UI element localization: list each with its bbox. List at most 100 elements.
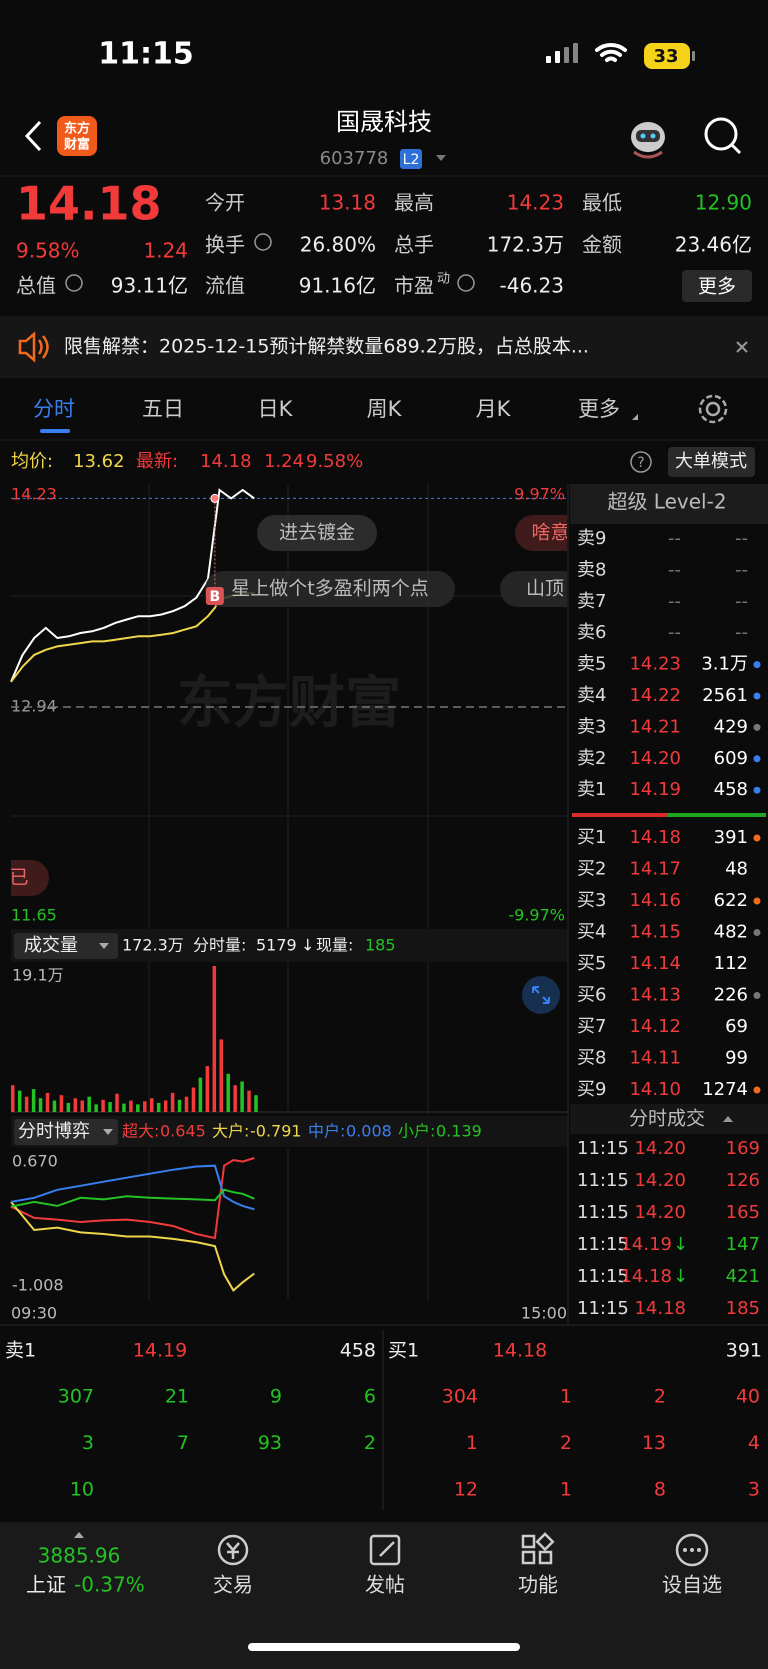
stat-value: 26.80% [300,233,376,257]
book-dot [753,723,761,731]
y-tick-label: 14.23 [11,485,57,504]
game-selector[interactable] [14,1119,118,1145]
volume-dropdown[interactable] [99,943,109,949]
help-icon-ring[interactable] [630,451,652,473]
current-volume: 185 [365,936,396,955]
tab: 日K [258,397,294,421]
signal-icon [546,43,578,63]
legend-value: -0.791 [250,1122,302,1141]
volume-bar [101,1099,105,1112]
book-label: 买1 [577,827,606,848]
home-indicator [248,1643,520,1651]
volume-bar [233,1085,237,1112]
watchlist-icon[interactable] [675,1533,709,1567]
volume-selector[interactable] [14,933,118,959]
y-tick-label: 0.670 [12,1152,58,1171]
y-tick-label: -1.008 [12,1276,64,1295]
close-notice[interactable] [736,341,748,353]
robot-icon[interactable] [631,122,665,159]
search-icon[interactable] [704,117,742,155]
book-label: 卖8 [577,559,606,580]
settings-icon[interactable] [698,394,728,424]
back-button[interactable] [24,120,42,152]
queue-order: 12 [454,1479,478,1501]
tab: 周K [367,397,403,421]
book-label: 买2 [577,859,606,880]
notice-text: 限售解禁：2025-12-15预计解禁数量689.2万股，占总股本... [64,336,589,358]
last-value: 14.18 [200,451,252,472]
stat-value: 14.23 [507,191,564,215]
queue-price: 14.19 [133,1340,187,1362]
stat-value: 93.11亿 [111,274,188,298]
book-volume: 391 [714,827,748,848]
stat-value: 91.16亿 [299,274,376,298]
ask-bid-divider-green [668,813,766,817]
expand-icon[interactable] [522,976,560,1014]
index-change: -0.37% [74,1573,145,1597]
queue-order: 1 [560,1479,572,1501]
book-volume: 2561 [702,685,748,706]
index-toggle[interactable] [74,1532,84,1538]
book-volume: 1274 [702,1079,748,1100]
volume-bar [129,1100,133,1112]
ask-bid-divider-red [572,813,668,817]
book-volume: 609 [714,748,748,769]
volume-bar [11,1085,15,1112]
book-label: 买8 [577,1048,606,1069]
volume-bar [226,1073,230,1112]
volume-bar [31,1089,36,1112]
battery-icon [644,43,690,69]
volume-bar [80,1100,84,1112]
minute-volume-label: 分时量: [193,936,246,955]
book-dot [753,661,761,669]
book-label: 卖9 [577,528,606,549]
book-volume: 622 [714,890,748,911]
game-dropdown[interactable] [103,1129,113,1135]
trade-time: 11:15 [577,1202,629,1223]
stat-label: 流值 [205,274,245,298]
trade-icon[interactable] [217,1534,249,1566]
book-dot [753,786,761,794]
tab: 五日 [142,397,184,421]
info-icons[interactable] [65,233,475,292]
trade-time: 11:15 [577,1298,629,1319]
last-change-pct: 9.58% [306,451,363,472]
trades-title: 分时成交 [629,1108,705,1130]
mode-button-label: 大单模式 [675,451,747,472]
volume-bar [254,1095,258,1112]
mode-button[interactable] [668,447,755,477]
book-volume: 429 [714,716,748,737]
book-volume: 99 [725,1048,748,1069]
tab: 分时 [33,397,75,421]
more-button-label: 更多 [698,276,736,298]
book-volume: 3.1万 [701,654,748,675]
function-icon[interactable] [521,1532,555,1565]
volume-bar [122,1103,126,1112]
nav-item: 设自选 [662,1573,722,1597]
queue-label: 买1 [388,1340,419,1362]
book-price: 14.15 [629,922,681,943]
x-tick-label: 15:00 [521,1304,567,1323]
index-value: 3885.96 [38,1544,121,1568]
post-icon[interactable] [369,1534,401,1566]
last-price: 14.18 [16,177,162,231]
series-line [10,1157,255,1240]
level-badge-text: L2 [403,152,420,168]
book-price: 14.14 [629,953,681,974]
trade-time: 11:15 [577,1138,629,1159]
queue-order: 3 [82,1432,94,1454]
queue-order: 10 [70,1479,94,1501]
more-button[interactable] [682,270,752,302]
book-label: 买7 [577,1016,606,1037]
battery-tip [692,51,695,61]
legend-name: 中户: [308,1122,345,1141]
trades-toggle[interactable] [723,1116,733,1122]
trades-header [570,1104,768,1134]
queue-order: 7 [177,1432,189,1454]
trade-time: 11:15 [577,1170,629,1191]
code-dropdown[interactable] [436,155,446,161]
stat-label: 市盈 [394,274,434,298]
book-label: 买3 [577,890,606,911]
